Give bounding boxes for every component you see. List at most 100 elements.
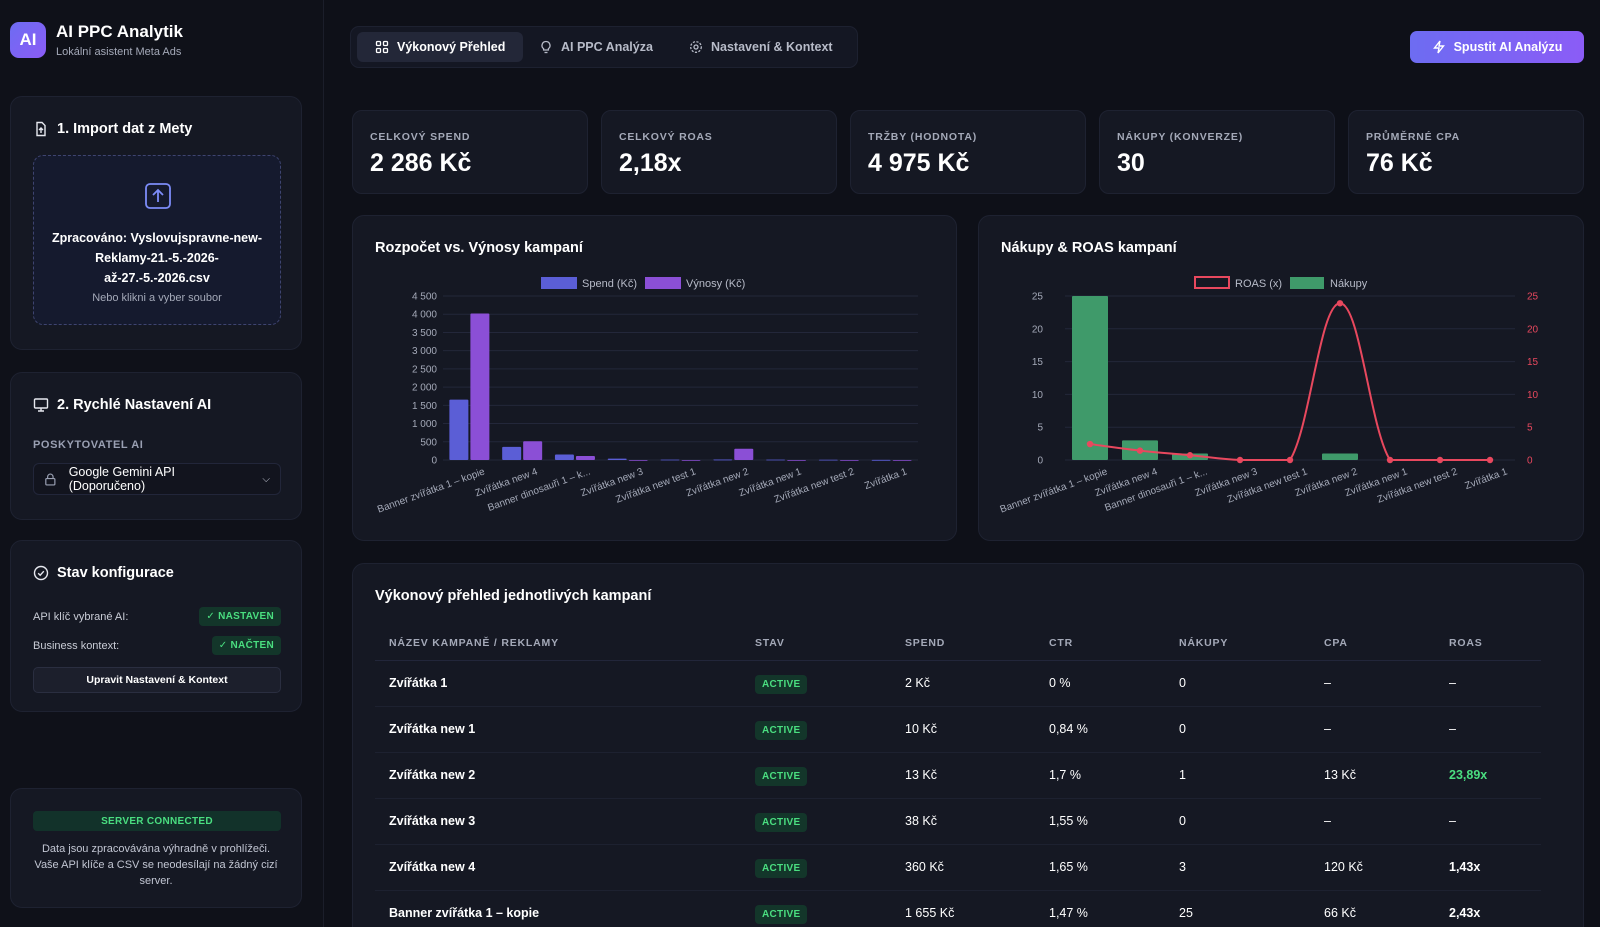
col-header-purchases[interactable]: NÁKUPY [1165, 626, 1310, 661]
y-tick-label: 4 500 [412, 292, 437, 303]
status-badge: ACTIVE [755, 721, 808, 740]
tab-label: Výkonový Přehled [397, 40, 506, 54]
cell-ctr: 1,55 % [1035, 798, 1165, 845]
bar [892, 460, 912, 461]
col-header-spend[interactable]: SPEND [891, 626, 1035, 661]
cell-name: Zvířátka new 1 [375, 706, 741, 753]
provider-label: POSKYTOVATEL AI [33, 439, 144, 451]
legend-swatch [1194, 276, 1230, 289]
cell-spend: 38 Kč [891, 798, 1035, 845]
kpi-value: 76 Kč [1366, 149, 1433, 177]
cell-cpa: – [1310, 706, 1435, 753]
kpi-label: PRŮMĚRNÉ CPA [1366, 131, 1460, 143]
cell-status: ACTIVE [741, 798, 891, 845]
cell-status: ACTIVE [741, 706, 891, 753]
ai-settings-title-text: 2. Rychlé Nastavení AI [57, 397, 212, 413]
cell-spend: 2 Kč [891, 660, 1035, 707]
ai-settings-title: 2. Rychlé Nastavení AI [33, 397, 211, 413]
cell-spend: 13 Kč [891, 752, 1035, 799]
cell-spend: 1 655 Kč [891, 890, 1035, 927]
main-tabs: Výkonový Přehled AI PPC Analýza Nastaven… [350, 26, 858, 68]
tab-ai-analysis[interactable]: AI PPC Analýza [521, 32, 671, 62]
bar [470, 313, 490, 460]
status-badge: ACTIVE [755, 813, 808, 832]
table-row[interactable]: Banner zvířátka 1 – kopie ACTIVE 1 655 K… [375, 890, 1541, 927]
table-row[interactable]: Zvířátka new 4 ACTIVE 360 Kč 1,65 % 3 12… [375, 844, 1541, 891]
purchases-roas-chart: ROAS (x) Nákupy 0 0 5 5 10 10 15 15 20 20 25 25 Banner… [999, 276, 1539, 516]
cell-name: Banner zvířátka 1 – kopie [375, 890, 741, 927]
y-tick-label: 10 [1032, 390, 1044, 401]
legend-swatch [541, 277, 577, 289]
file-dropzone[interactable]: Zpracováno: Vyslovujspravne-new-Reklamy-… [33, 155, 281, 325]
tab-settings-context[interactable]: Nastavení & Kontext [671, 32, 851, 62]
provider-select[interactable]: Google Gemini API (Doporučeno) ⌵ [33, 463, 281, 495]
business-context-label: Business kontext: [33, 639, 120, 652]
table-row[interactable]: Zvířátka 1 ACTIVE 2 Kč 0 % 0 – – [375, 660, 1541, 707]
cell-purchases: 0 [1165, 798, 1310, 845]
col-header-roas[interactable]: ROAS [1435, 626, 1541, 661]
roas-point [1386, 456, 1394, 464]
purchases-roas-title: Nákupy & ROAS kampaní [1001, 240, 1177, 256]
cell-ctr: 1,7 % [1035, 752, 1165, 799]
kpi-value: 4 975 Kč [868, 149, 970, 177]
purchases-roas-panel: Nákupy & ROAS kampaní ROAS (x) Nákupy 0 0 5 5… [978, 215, 1584, 541]
x-tick-label: Zvířátka 1 [863, 466, 909, 492]
privacy-note: Data jsou zpracovávána výhradně v prohlí… [34, 843, 278, 887]
cell-spend: 360 Kč [891, 844, 1035, 891]
roas-point [1086, 440, 1094, 448]
legend-label: Nákupy [1330, 278, 1368, 290]
cell-name: Zvířátka new 3 [375, 798, 741, 845]
col-header-name[interactable]: NÁZEV KAMPANĚ / REKLAMY [375, 626, 741, 661]
legend-label: Spend (Kč) [582, 278, 637, 290]
y-tick-label: 3 000 [412, 346, 437, 357]
bar [523, 441, 543, 460]
roas-point [1436, 456, 1444, 464]
col-header-ctr[interactable]: CTR [1035, 626, 1165, 661]
bar [607, 458, 627, 460]
campaign-table: NÁZEV KAMPANĚ / REKLAMY STAV SPEND CTR N… [375, 626, 1541, 927]
config-status-title: Stav konfigurace [33, 565, 174, 581]
col-header-status[interactable]: STAV [741, 626, 891, 661]
y-tick-label: 1 000 [412, 419, 437, 430]
tab-label: Nastavení & Kontext [711, 40, 833, 54]
bar [1072, 296, 1108, 460]
y-tick-label: 2 000 [412, 383, 437, 394]
cell-spend: 10 Kč [891, 706, 1035, 753]
cell-purchases: 25 [1165, 890, 1310, 927]
table-row[interactable]: Zvířátka new 1 ACTIVE 10 Kč 0,84 % 0 – – [375, 706, 1541, 753]
cell-cpa: – [1310, 660, 1435, 707]
business-context-row: Business kontext: ✓ NAČTEN [33, 636, 281, 655]
y2-tick-label: 10 [1527, 390, 1539, 401]
bar [554, 454, 574, 460]
run-ai-analysis-label: Spustit AI Analýzu [1453, 40, 1563, 54]
legend-swatch [1290, 277, 1324, 289]
kpi-revenue: TRŽBY (HODNOTA) 4 975 Kč [850, 110, 1086, 194]
y-tick-label: 5 [1037, 423, 1043, 434]
upload-arrow-icon [145, 183, 171, 209]
table-row[interactable]: Zvířátka new 3 ACTIVE 38 Kč 1,55 % 0 – – [375, 798, 1541, 845]
api-key-label: API klíč vybrané AI: [33, 610, 129, 623]
campaign-table-panel: Výkonový přehled jednotlivých kampaní NÁ… [352, 563, 1584, 927]
y-tick-label: 500 [420, 437, 437, 448]
cell-name: Zvířátka new 2 [375, 752, 741, 799]
legend-label: Výnosy (Kč) [686, 278, 745, 290]
cell-roas: – [1435, 706, 1541, 753]
status-badge: ACTIVE [755, 859, 808, 878]
kpi-purchases: NÁKUPY (KONVERZE) 30 [1099, 110, 1335, 194]
table-row[interactable]: Zvířátka new 2 ACTIVE 13 Kč 1,7 % 1 13 K… [375, 752, 1541, 799]
cell-roas: 2,43x [1435, 890, 1541, 927]
kpi-label: CELKOVÝ SPEND [370, 131, 471, 143]
app-logo: AI [10, 22, 46, 58]
y2-tick-label: 0 [1527, 456, 1533, 467]
bar [628, 460, 648, 461]
col-header-cpa[interactable]: CPA [1310, 626, 1435, 661]
y-tick-label: 2 500 [412, 364, 437, 375]
run-ai-analysis-button[interactable]: Spustit AI Analýzu [1410, 31, 1584, 63]
api-key-status-badge: ✓ NASTAVEN [199, 607, 281, 626]
spend-vs-revenue-title: Rozpočet vs. Výnosy kampaní [375, 240, 583, 256]
edit-settings-button[interactable]: Upravit Nastavení & Kontext [33, 667, 281, 693]
x-tick-label: Banner zvířátka 1 – kopie [999, 466, 1110, 515]
legend-swatch [645, 277, 681, 289]
tab-performance-overview[interactable]: Výkonový Přehled [357, 32, 524, 62]
app-subtitle: Lokální asistent Meta Ads [56, 46, 182, 58]
